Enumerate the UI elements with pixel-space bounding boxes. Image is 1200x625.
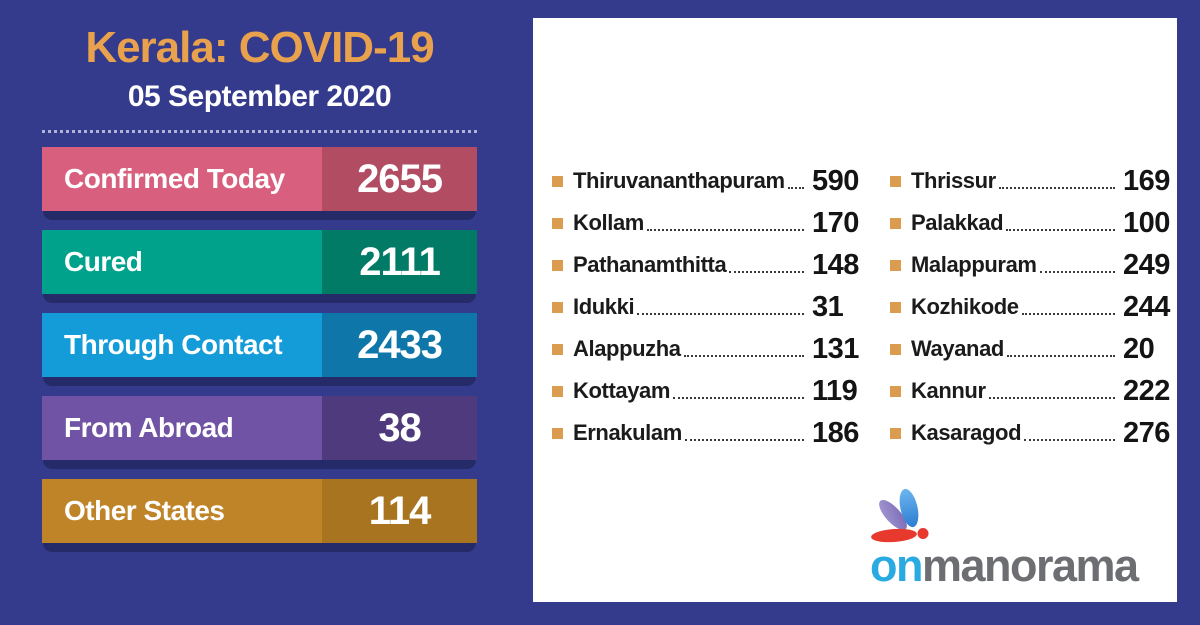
stat-label: Through Contact: [42, 313, 323, 378]
summary-stat-bars: Confirmed Today 2655 Cured 2111 Through …: [42, 147, 477, 553]
district-row: Thrissur 169: [890, 160, 1177, 202]
district-value: 244: [1123, 290, 1170, 323]
stat-bar: Confirmed Today 2655: [42, 147, 477, 221]
stat-bar: Other States 114: [42, 479, 477, 553]
stat-bar: Through Contact 2433: [42, 313, 477, 387]
bullet-square-icon: [552, 301, 563, 313]
district-value: 100: [1123, 206, 1170, 239]
district-row: Kozhikode 244: [890, 286, 1177, 328]
dragonfly-icon: [871, 488, 929, 543]
bullet-square-icon: [552, 385, 563, 397]
dotted-leader: [1006, 229, 1115, 231]
district-name: Idukki: [573, 294, 635, 319]
dotted-leader: [1039, 271, 1115, 273]
district-name: Kottayam: [573, 378, 671, 403]
district-name: Kannur: [911, 378, 986, 403]
district-row: Kannur 222: [890, 370, 1177, 412]
district-name: Ernakulam: [573, 420, 682, 445]
district-row: Pathanamthitta 148: [552, 244, 866, 286]
bullet-square-icon: [890, 427, 901, 439]
dotted-leader: [998, 187, 1115, 189]
page-title: Kerala: COVID-19: [85, 23, 434, 72]
district-row: Palakkad 100: [890, 202, 1177, 244]
summary-panel: Kerala: COVID-19 05 September 2020 Confi…: [42, 23, 477, 562]
dotted-divider: [42, 130, 477, 134]
district-value: 31: [812, 290, 844, 323]
stat-value: 2111: [322, 230, 477, 295]
district-row: Kollam 170: [552, 202, 866, 244]
district-value: 20: [1123, 332, 1155, 365]
district-value: 169: [1123, 164, 1170, 197]
district-name: Malappuram: [911, 252, 1037, 277]
district-value: 249: [1123, 248, 1170, 281]
bullet-square-icon: [890, 217, 901, 229]
district-row: Wayanad 20: [890, 328, 1177, 370]
onmanorama-logo: onmanorama: [868, 488, 1168, 598]
dotted-leader: [1021, 313, 1115, 315]
district-name: Thiruvananthapuram: [573, 168, 785, 193]
dotted-leader: [683, 355, 804, 357]
district-column-2: Thrissur 169 Palakkad 100 Malappuram 249: [890, 160, 1177, 454]
district-name: Alappuzha: [573, 336, 681, 361]
dotted-leader: [673, 397, 804, 399]
logo-on-text: on: [870, 540, 923, 591]
district-name: Palakkad: [911, 210, 1004, 235]
district-row: Thiruvananthapuram 590: [552, 160, 866, 202]
bullet-square-icon: [890, 259, 901, 271]
district-row: Alappuzha 131: [552, 328, 866, 370]
stat-label: Confirmed Today: [42, 147, 323, 212]
stat-bar: Cured 2111: [42, 230, 477, 304]
dotted-leader: [988, 397, 1115, 399]
district-value: 131: [812, 332, 859, 365]
bullet-square-icon: [552, 217, 563, 229]
bullet-square-icon: [552, 259, 563, 271]
dotted-leader: [646, 229, 804, 231]
bullet-square-icon: [552, 427, 563, 439]
district-row: Kasaragod 276: [890, 412, 1177, 454]
dotted-leader: [637, 313, 804, 315]
district-value: 222: [1123, 374, 1170, 407]
district-value: 186: [812, 416, 859, 449]
district-name: Pathanamthitta: [573, 252, 727, 277]
bullet-square-icon: [890, 175, 901, 187]
dotted-leader: [684, 439, 804, 441]
stat-label: Other States: [42, 479, 323, 544]
district-name: Wayanad: [911, 336, 1004, 361]
bullet-square-icon: [890, 301, 901, 313]
district-row: Malappuram 249: [890, 244, 1177, 286]
logo-wordmark: onmanorama: [870, 540, 1139, 592]
district-value: 170: [812, 206, 859, 239]
district-column-1: Thiruvananthapuram 590 Kollam 170 Pathan…: [552, 160, 866, 454]
bullet-square-icon: [890, 343, 901, 355]
district-name: Kozhikode: [911, 294, 1019, 319]
stat-value: 114: [322, 479, 477, 544]
district-value: 148: [812, 248, 859, 281]
stat-label: From Abroad: [42, 396, 323, 461]
stat-value: 38: [322, 396, 477, 461]
bullet-square-icon: [552, 175, 563, 187]
dotted-leader: [787, 187, 804, 189]
district-card: Thiruvananthapuram 590 Kollam 170 Pathan…: [533, 18, 1177, 602]
district-row: Idukki 31: [552, 286, 866, 328]
stat-value: 2433: [322, 313, 477, 378]
district-value: 276: [1123, 416, 1170, 449]
district-name: Kasaragod: [911, 420, 1022, 445]
district-row: Kottayam 119: [552, 370, 866, 412]
dotted-leader: [729, 271, 804, 273]
bullet-square-icon: [552, 343, 563, 355]
stat-bar: From Abroad 38: [42, 396, 477, 470]
district-value: 119: [812, 374, 858, 407]
logo-manorama-text: manorama: [921, 540, 1139, 591]
district-row: Ernakulam 186: [552, 412, 866, 454]
bullet-square-icon: [890, 385, 901, 397]
report-date: 05 September 2020: [127, 80, 392, 114]
district-name: Kollam: [573, 210, 644, 235]
stat-value: 2655: [322, 147, 477, 212]
dotted-leader: [1024, 439, 1115, 441]
stat-label: Cured: [42, 230, 323, 295]
dotted-leader: [1006, 355, 1115, 357]
district-name: Thrissur: [911, 168, 996, 193]
district-value: 590: [812, 164, 859, 197]
